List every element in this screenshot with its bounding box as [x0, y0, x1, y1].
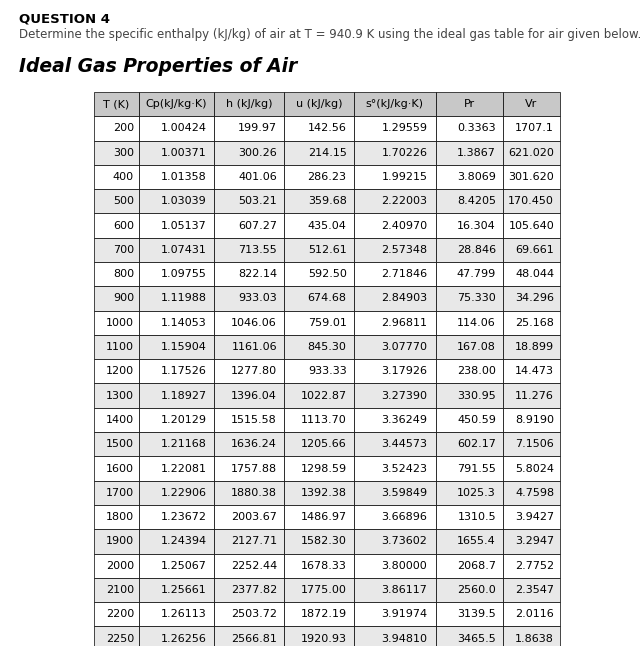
Text: Determine the specific enthalpy (kJ/kg) of air at T = 940.9 K using the ideal ga: Determine the specific enthalpy (kJ/kg) …: [19, 28, 641, 41]
Text: Ideal Gas Properties of Air: Ideal Gas Properties of Air: [19, 57, 298, 76]
Text: QUESTION 4: QUESTION 4: [19, 13, 110, 26]
